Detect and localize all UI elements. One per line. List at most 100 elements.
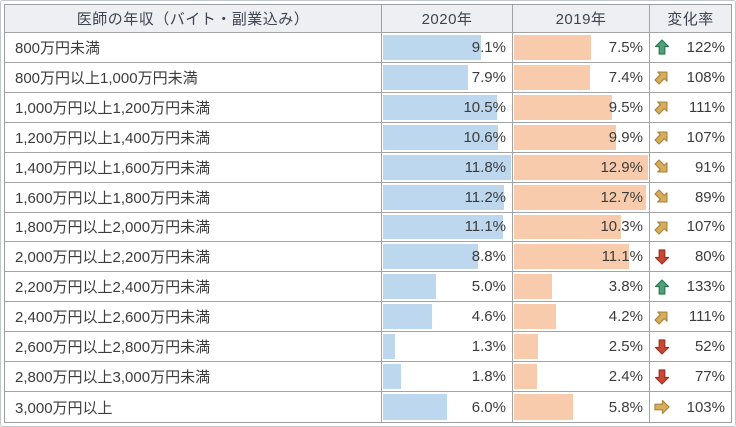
percent-value: 8.8% <box>471 248 506 266</box>
income-range-label: 800万円以上1,000万円未満 <box>5 62 382 93</box>
arrow-up-right-icon <box>653 98 671 116</box>
income-range-label: 3,000万円以上 <box>5 392 382 422</box>
data-bar <box>514 184 646 210</box>
bar-2020-cell: 1.3% <box>382 332 513 363</box>
percent-value: 7.5% <box>608 38 643 56</box>
data-bar <box>514 94 613 120</box>
bar-2020-cell: 6.0% <box>382 392 513 422</box>
bar-2019-cell: 9.9% <box>513 122 650 153</box>
change-rate-cell: 111% <box>650 93 731 123</box>
income-range-label: 1,400万円以上1,600万円未満 <box>5 152 382 183</box>
income-range-label: 2,000万円以上2,200万円未満 <box>5 242 382 273</box>
percent-value: 3.8% <box>608 278 643 296</box>
percent-value: 6.0% <box>471 398 506 416</box>
bar-2019-cell: 4.2% <box>513 302 650 333</box>
data-bar <box>514 214 621 240</box>
arrow-up-right-icon <box>653 128 671 146</box>
data-bar <box>383 244 478 270</box>
arrow-up-right-icon <box>653 308 671 326</box>
bar-2019-cell: 2.4% <box>513 362 650 393</box>
bar-2019-cell: 2.5% <box>513 332 650 363</box>
data-bar <box>383 35 482 60</box>
data-bar <box>514 35 592 60</box>
arrow-up-icon <box>653 278 671 296</box>
bar-2019-cell: 3.8% <box>513 272 650 303</box>
percent-value: 7.9% <box>471 68 506 86</box>
data-bar <box>514 274 553 300</box>
bar-2019-cell: 12.9% <box>513 152 650 183</box>
percent-value: 10.6% <box>463 128 506 146</box>
income-range-label: 1,600万円以上1,800万円未満 <box>5 182 382 213</box>
percent-value: 11.8% <box>464 158 506 176</box>
bar-2020-cell: 11.1% <box>382 212 513 243</box>
change-rate-cell: 122% <box>650 33 731 63</box>
bar-2020-cell: 5.0% <box>382 272 513 303</box>
data-bar <box>383 304 432 330</box>
change-rate-cell: 108% <box>650 63 731 93</box>
data-bar <box>514 244 630 270</box>
change-rate-cell: 133% <box>650 272 731 303</box>
change-rate-cell: 111% <box>650 302 731 333</box>
change-rate-cell: 77% <box>650 362 731 393</box>
change-rate-value: 91% <box>694 158 725 176</box>
arrow-down-right-icon <box>653 188 671 206</box>
data-bar <box>383 274 437 300</box>
bar-2020-cell: 1.8% <box>382 362 513 393</box>
bar-2019-cell: 7.4% <box>513 62 650 93</box>
data-bar <box>383 364 401 390</box>
change-rate-cell: 103% <box>650 392 731 422</box>
data-bar <box>514 304 557 330</box>
change-rate-cell: 91% <box>650 153 731 183</box>
change-rate-cell: 80% <box>650 242 731 273</box>
percent-value: 10.3% <box>600 218 643 236</box>
arrow-down-icon <box>653 248 671 266</box>
data-bar <box>514 364 538 390</box>
data-bar <box>514 334 539 360</box>
change-rate-value: 77% <box>694 368 725 386</box>
income-range-label: 2,200万円以上2,400万円未満 <box>5 272 382 303</box>
header-2020: 2020年 <box>382 5 513 33</box>
arrow-down-icon <box>653 368 671 386</box>
income-range-label: 2,600万円以上2,800万円未満 <box>5 332 382 363</box>
percent-value: 11.2% <box>464 188 506 206</box>
bar-2020-cell: 8.8% <box>382 242 513 273</box>
income-range-label: 1,000万円以上1,200万円未満 <box>5 92 382 123</box>
percent-value: 7.4% <box>608 68 643 86</box>
change-rate-value: 108% <box>686 68 725 86</box>
data-bar <box>383 94 497 120</box>
percent-value: 1.8% <box>471 368 506 386</box>
arrow-up-right-icon <box>653 68 671 86</box>
change-rate-value: 107% <box>686 128 725 146</box>
arrow-right-icon <box>653 398 671 416</box>
percent-value: 5.8% <box>608 398 643 416</box>
percent-value: 5.0% <box>471 278 506 296</box>
income-range-label: 2,800万円以上3,000万円未満 <box>5 362 382 393</box>
change-rate-value: 89% <box>694 188 725 206</box>
arrow-up-icon <box>653 38 671 56</box>
data-bar <box>383 214 504 240</box>
income-comparison-table: 医師の年収（バイト・副業込み） 2020年 2019年 変化率 800万円未満 9… <box>4 4 732 423</box>
percent-value: 11.1% <box>464 218 506 236</box>
data-bar <box>383 334 396 360</box>
data-bar <box>514 124 617 150</box>
data-bar <box>514 394 574 420</box>
income-range-label: 1,800万円以上2,000万円未満 <box>5 212 382 243</box>
percent-value: 12.9% <box>600 158 643 176</box>
data-bar <box>514 154 648 180</box>
header-change-rate: 変化率 <box>650 5 731 33</box>
header-2019: 2019年 <box>513 5 650 33</box>
bar-2019-cell: 11.1% <box>513 242 650 273</box>
bar-2019-cell: 5.8% <box>513 392 650 422</box>
change-rate-value: 111% <box>688 308 725 326</box>
income-range-label: 2,400万円以上2,600万円未満 <box>5 302 382 333</box>
bar-2020-cell: 11.2% <box>382 182 513 213</box>
data-bar <box>514 64 590 90</box>
change-rate-value: 103% <box>686 398 725 416</box>
bar-2020-cell: 7.9% <box>382 62 513 93</box>
income-range-label: 800万円未満 <box>5 33 382 63</box>
change-rate-cell: 52% <box>650 332 731 363</box>
percent-value: 9.1% <box>471 38 506 56</box>
data-bar <box>383 64 469 90</box>
bar-2019-cell: 7.5% <box>513 33 650 63</box>
